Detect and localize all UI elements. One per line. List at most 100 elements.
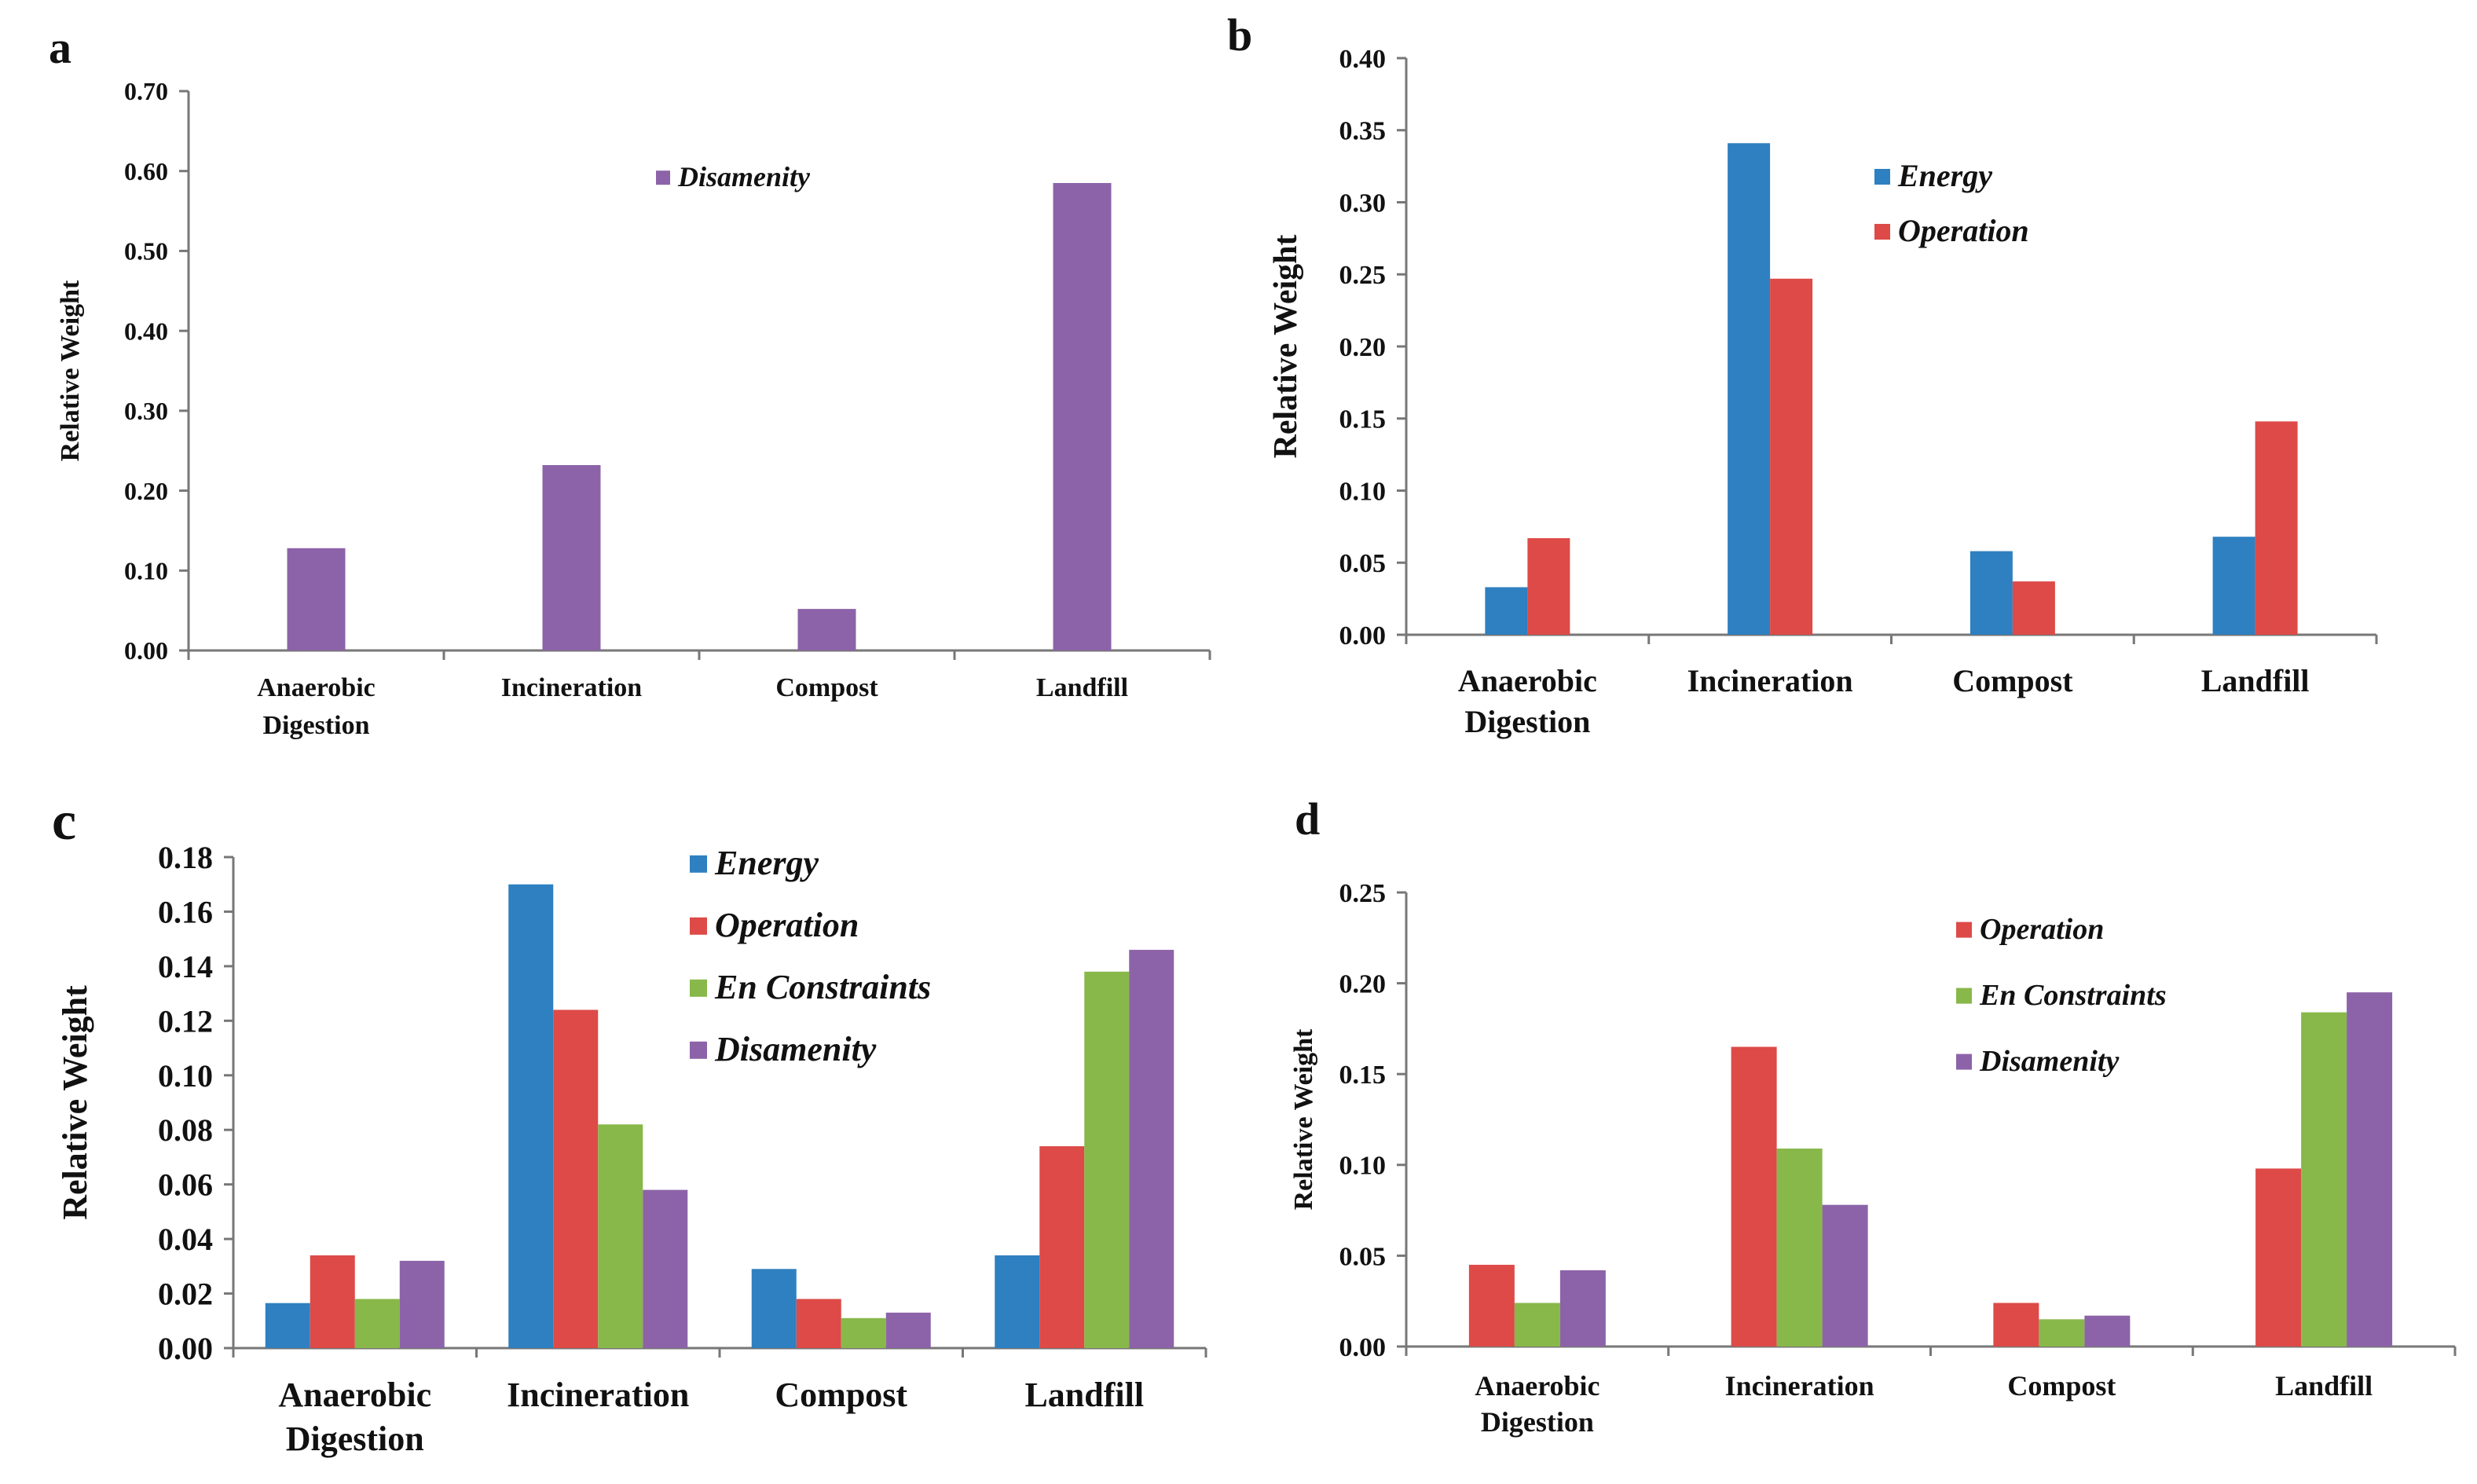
bar-en-constraints-anaerobic-digestion <box>354 1299 400 1348</box>
y-tick-label: 0.10 <box>1339 1152 1387 1181</box>
y-tick-label: 0.14 <box>158 949 213 984</box>
bar-disamenity-landfill <box>1129 950 1174 1348</box>
bar-operation-compost <box>796 1299 841 1348</box>
bar-energy-anaerobic-digestion <box>265 1303 310 1348</box>
bar-disamenity-incineration <box>1822 1204 1868 1347</box>
y-tick-label: 0.00 <box>1339 621 1387 650</box>
bar-operation-incineration <box>1731 1046 1777 1347</box>
bar-operation-landfill <box>2255 1168 2302 1347</box>
y-tick-label: 0.02 <box>158 1277 213 1312</box>
x-tick-label: Digestion <box>1481 1406 1594 1438</box>
x-tick-label: Incineration <box>507 1376 689 1414</box>
x-tick-label: Anaerobic <box>1458 663 1597 698</box>
legend-swatch <box>690 1041 707 1059</box>
bar-operation-landfill <box>2255 421 2298 635</box>
y-tick-label: 0.16 <box>158 894 213 929</box>
legend-label: Energy <box>1897 158 1992 193</box>
bar-operation-anaerobic-digestion <box>310 1255 355 1348</box>
bar-energy-anaerobic-digestion <box>1485 587 1528 635</box>
legend-label: Disamenity <box>1979 1045 2119 1078</box>
x-tick-label: Compost <box>1952 663 2073 698</box>
legend-swatch <box>1956 1053 1972 1070</box>
x-tick-label: Compost <box>775 673 878 702</box>
x-tick-label: Compost <box>775 1376 907 1414</box>
y-tick-label: 0.25 <box>1339 261 1387 290</box>
y-tick-label: 0.10 <box>124 556 168 584</box>
y-tick-label: 0.06 <box>158 1167 213 1203</box>
y-tick-label: 0.05 <box>1339 1242 1387 1271</box>
y-tick-label: 0.25 <box>1339 879 1387 908</box>
y-tick-label: 0.12 <box>158 1003 213 1039</box>
bar-operation-compost <box>2012 581 2055 635</box>
bar-operation-incineration <box>1770 278 1813 635</box>
x-tick-label: Incineration <box>501 673 643 702</box>
x-tick-label: Digestion <box>263 711 370 740</box>
legend-swatch <box>690 979 707 997</box>
y-axis-title: Relative Weight <box>1289 1028 1318 1210</box>
bar-disamenity-compost <box>885 1312 931 1348</box>
legend-label: Disamenity <box>677 161 811 192</box>
x-tick-label: Landfill <box>2201 663 2310 698</box>
y-tick-label: 0.18 <box>158 840 213 875</box>
bar-disamenity-anaerobic-digestion <box>1559 1270 1606 1347</box>
x-tick-label: Compost <box>2007 1370 2116 1402</box>
bar-disamenity-compost <box>2084 1315 2131 1347</box>
x-tick-label: Incineration <box>1725 1370 1874 1402</box>
chart-b-plot: 0.00 0.05 0.10 0.15 0.20 0.25 0.30 0.35 0.40 Rela… <box>1268 45 2378 739</box>
bar-energy-landfill <box>995 1255 1040 1348</box>
bar-disamenity-anaerobic-digestion <box>287 548 346 650</box>
x-tick-label: Anaerobic <box>1475 1370 1599 1402</box>
legend-label: En Constraints <box>1979 979 2167 1012</box>
bar-disamenity-incineration <box>643 1189 688 1348</box>
legend-label: Operation <box>1980 913 2104 946</box>
x-tick-label: Anaerobic <box>278 1376 431 1414</box>
bar-en-constraints-landfill <box>2301 1012 2347 1347</box>
bar-disamenity-landfill <box>2347 992 2393 1347</box>
legend-swatch <box>1956 988 1972 1004</box>
x-tick-label: Incineration <box>1687 663 1853 698</box>
bar-energy-incineration <box>508 884 554 1348</box>
y-tick-label: 0.08 <box>158 1112 213 1148</box>
x-tick-label: Anaerobic <box>257 673 375 702</box>
bar-en-constraints-incineration <box>598 1124 643 1348</box>
y-axis-title: Relative Weight <box>56 985 94 1220</box>
legend-swatch <box>656 170 670 185</box>
bar-en-constraints-landfill <box>1084 971 1130 1348</box>
legend-swatch <box>690 855 707 873</box>
bar-en-constraints-incineration <box>1776 1148 1823 1347</box>
y-tick-label: 0.15 <box>1339 1061 1387 1090</box>
y-axis-title: Relative Weight <box>56 280 85 461</box>
y-tick-label: 0.70 <box>124 77 168 105</box>
bar-operation-anaerobic-digestion <box>1468 1264 1515 1347</box>
x-tick-label: Landfill <box>2275 1370 2373 1402</box>
panel-label-d: d <box>1295 793 1320 845</box>
bar-operation-anaerobic-digestion <box>1527 538 1570 635</box>
bar-disamenity-anaerobic-digestion <box>399 1260 445 1348</box>
bar-disamenity-incineration <box>542 465 601 650</box>
bar-energy-incineration <box>1728 143 1771 635</box>
y-axis-title: Relative Weight <box>1268 234 1304 458</box>
y-tick-label: 0.00 <box>1339 1333 1387 1362</box>
chart-a-plot: 0.00 0.10 0.20 0.30 0.40 0.50 0.60 0.70 Relative… <box>56 77 1211 740</box>
y-tick-label: 0.05 <box>1339 549 1387 578</box>
legend-label: Operation <box>715 906 859 944</box>
panel-label-c: c <box>52 791 76 852</box>
legend-label: Disamenity <box>714 1030 877 1068</box>
chart-c: c 0.000.020.040.060.080.100.120.140.160.… <box>52 791 1207 1458</box>
legend-label: Operation <box>1898 213 2029 248</box>
y-tick-label: 0.60 <box>124 157 168 185</box>
bar-energy-compost <box>1970 551 2013 635</box>
legend-swatch <box>1874 224 1890 240</box>
y-tick-label: 0.20 <box>1339 333 1387 362</box>
y-tick-label: 0.35 <box>1339 117 1387 146</box>
chart-d-plot: 0.00 0.05 0.10 0.15 0.20 0.25 Relative Weight A… <box>1289 879 2457 1438</box>
legend-label: Energy <box>714 844 819 882</box>
y-tick-label: 0.50 <box>124 237 168 266</box>
y-tick-label: 0.40 <box>124 317 168 345</box>
bar-en-constraints-anaerobic-digestion <box>1514 1303 1560 1347</box>
bar-energy-compost <box>751 1269 797 1348</box>
chart-b: b 0.00 0.05 0.10 0.15 0.20 0.25 0.30 0.35 0.40 Re… <box>1227 9 2378 739</box>
bar-operation-incineration <box>553 1009 599 1348</box>
y-tick-label: 0.20 <box>1339 970 1387 999</box>
